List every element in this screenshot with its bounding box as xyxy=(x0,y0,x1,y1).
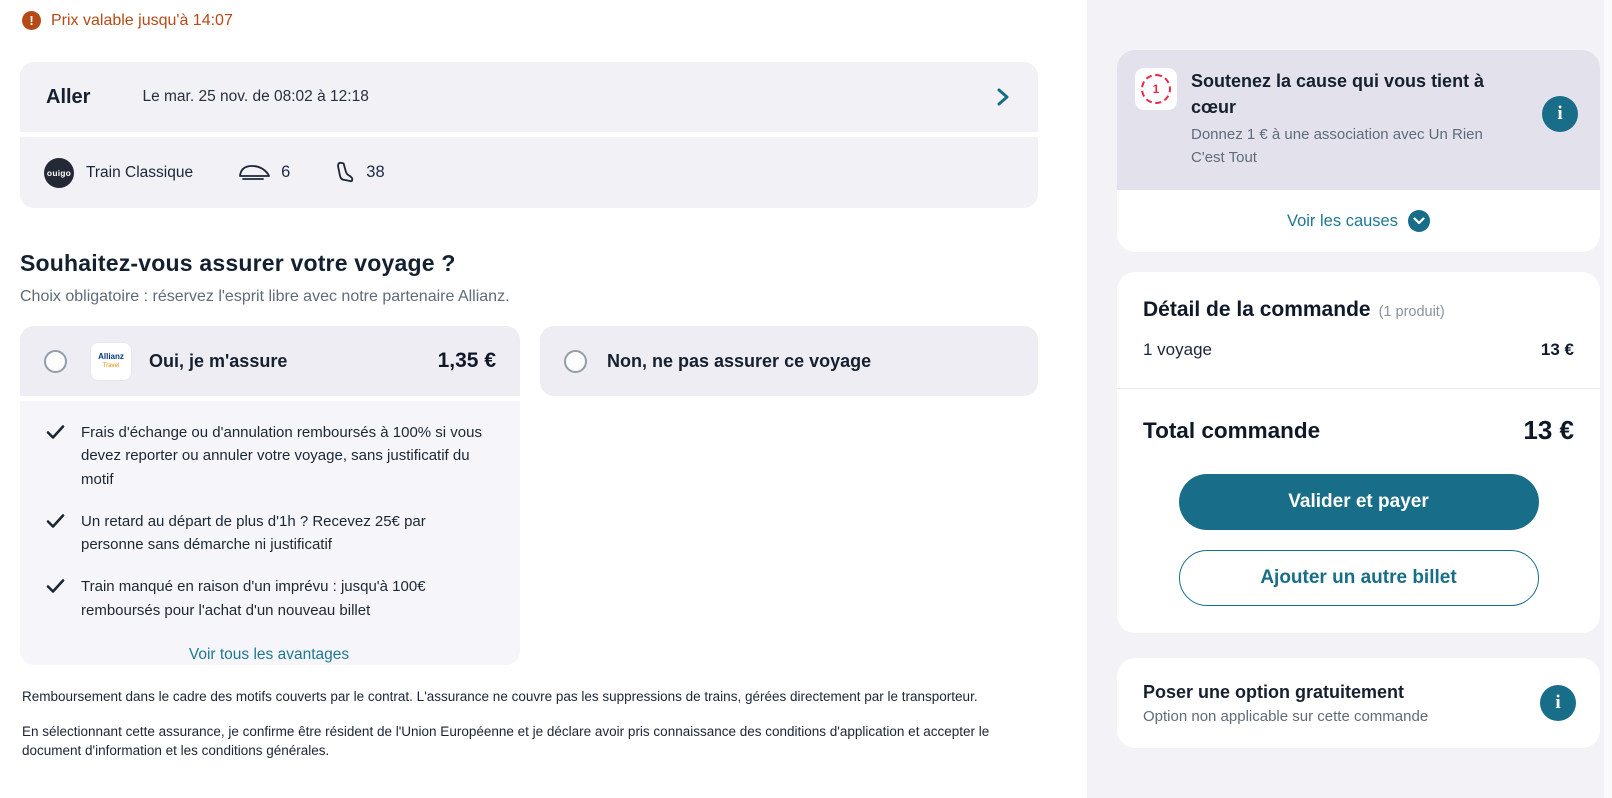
order-line-price: 13 € xyxy=(1540,340,1574,359)
trip-train-row: ouigo Train Classique 6 38 xyxy=(20,137,1038,208)
check-icon xyxy=(46,425,65,439)
train-type-label: Train Classique xyxy=(86,163,194,181)
benefit-item: Train manqué en raison d'un imprévu : ju… xyxy=(46,575,492,622)
coach-icon xyxy=(237,161,271,185)
order-sidebar: 1 Soutenez la cause qui vous tient à cœu… xyxy=(1087,0,1612,798)
insurance-yes-price: 1,35 € xyxy=(437,349,496,372)
insurance-disclaimer-2: En sélectionnant cette assurance, je con… xyxy=(22,724,990,759)
price-validity-text: Prix valable jusqu'à 14:07 xyxy=(51,11,233,29)
insurance-no-label: Non, ne pas assurer ce voyage xyxy=(607,350,872,371)
benefit-item: Frais d'échange ou d'annulation rembours… xyxy=(46,421,492,491)
trip-direction-label: Aller xyxy=(46,85,91,108)
chevron-right-icon[interactable] xyxy=(994,87,1012,107)
divider xyxy=(1117,388,1600,389)
order-line-label: 1 voyage xyxy=(1143,340,1212,359)
coach-number: 6 xyxy=(281,163,291,181)
check-icon xyxy=(46,513,65,528)
info-icon[interactable]: i xyxy=(1540,685,1576,721)
insurance-yes-radio[interactable] xyxy=(44,349,67,373)
benefit-item: Un retard au départ de plus d'1h ? Recev… xyxy=(46,510,492,557)
free-option-subtitle: Option non applicable sur cette commande xyxy=(1143,707,1429,725)
trip-header-row[interactable]: Aller Le mar. 25 nov. de 08:02 à 12:18 xyxy=(20,62,1038,132)
order-product-count: (1 produit) xyxy=(1378,304,1445,320)
price-validity-notice: ! Prix valable jusqu'à 14:07 xyxy=(22,11,233,30)
donation-card: 1 Soutenez la cause qui vous tient à cœu… xyxy=(1117,50,1600,252)
see-causes-row[interactable]: Voir les causes xyxy=(1117,190,1600,252)
order-total-price: 13 € xyxy=(1523,415,1574,445)
info-icon[interactable]: i xyxy=(1542,96,1578,132)
insurance-benefits-panel: Frais d'échange ou d'annulation rembours… xyxy=(20,401,520,665)
see-causes-link[interactable]: Voir les causes xyxy=(1287,211,1398,230)
trip-summary-card: Aller Le mar. 25 nov. de 08:02 à 12:18 o… xyxy=(20,62,1038,208)
check-icon xyxy=(46,579,65,594)
seat-icon xyxy=(334,160,356,186)
ouigo-logo: ouigo xyxy=(44,157,74,188)
allianz-logo: Allianz Travel xyxy=(91,342,131,380)
insurance-disclaimer-1: Remboursement dans le cadre des motifs c… xyxy=(22,689,978,704)
free-option-card: Poser une option gratuitement Option non… xyxy=(1117,658,1600,748)
free-option-title: Poser une option gratuitement xyxy=(1143,681,1405,702)
trip-date-summary: Le mar. 25 nov. de 08:02 à 12:18 xyxy=(142,88,369,105)
donation-subtitle: Donnez 1 € à une association avec Un Rie… xyxy=(1191,126,1483,166)
order-summary-card: Détail de la commande (1 produit) 1 voya… xyxy=(1117,272,1600,633)
order-line-item: 1 voyage 13 € xyxy=(1143,340,1574,360)
scrollbar-track[interactable] xyxy=(1604,0,1612,798)
seat-number: 38 xyxy=(366,163,385,181)
insurance-no-radio[interactable] xyxy=(564,349,587,373)
insurance-section-title: Souhaitez-vous assurer votre voyage ? xyxy=(20,250,456,276)
add-another-ticket-button[interactable]: Ajouter un autre billet xyxy=(1178,550,1539,606)
insurance-option-no[interactable]: Non, ne pas assurer ce voyage xyxy=(540,326,1038,396)
un-rien-cest-tout-logo: 1 xyxy=(1135,68,1177,110)
donation-card-header: 1 Soutenez la cause qui vous tient à cœu… xyxy=(1117,50,1600,190)
warning-icon: ! xyxy=(22,11,41,30)
order-detail-title: Détail de la commande xyxy=(1143,298,1371,321)
insurance-section-subtitle: Choix obligatoire : réservez l'esprit li… xyxy=(20,288,510,305)
insurance-option-yes[interactable]: Allianz Travel Oui, je m'assure 1,35 € xyxy=(20,326,520,396)
chevron-down-icon[interactable] xyxy=(1407,210,1430,232)
insurance-yes-label: Oui, je m'assure xyxy=(149,350,288,371)
order-total-label: Total commande xyxy=(1143,417,1321,443)
donation-title: Soutenez la cause qui vous tient à cœur xyxy=(1191,71,1485,118)
validate-and-pay-button[interactable]: Valider et payer xyxy=(1178,474,1539,530)
order-total-row: Total commande 13 € xyxy=(1143,415,1574,446)
see-all-benefits-link[interactable]: Voir tous les avantages xyxy=(188,645,350,663)
